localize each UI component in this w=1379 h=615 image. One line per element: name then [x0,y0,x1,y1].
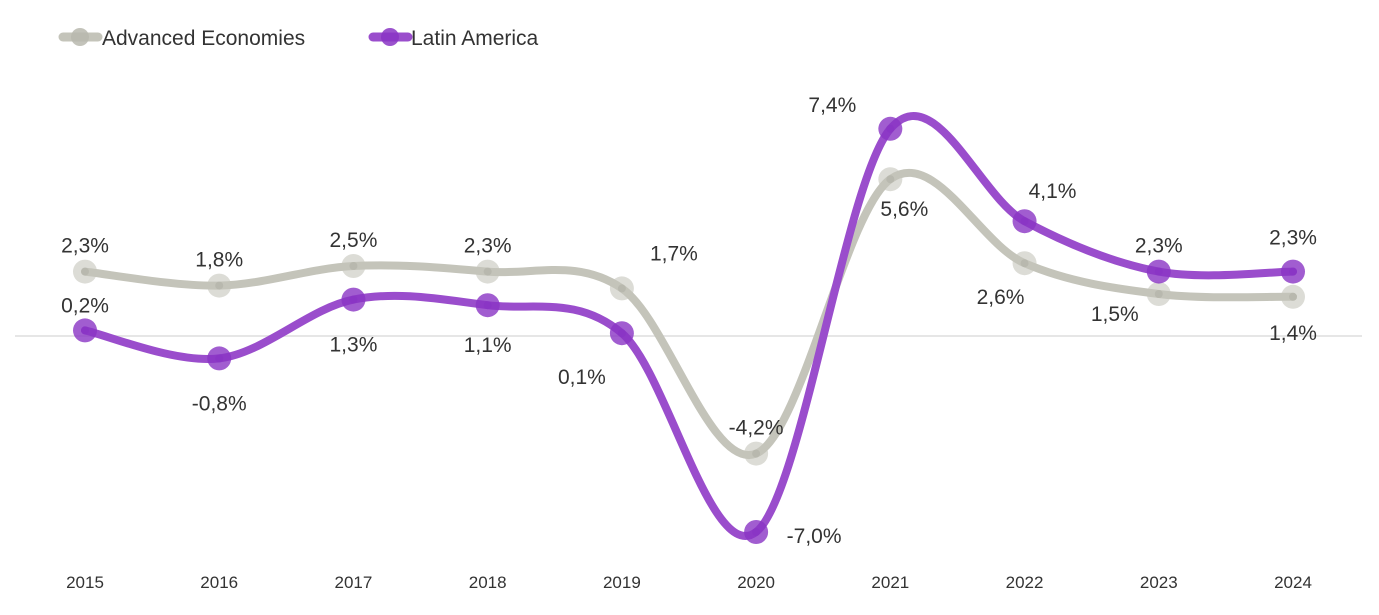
data-point-center [349,295,358,304]
data-label: -4,2% [729,417,784,440]
data-label: 1,8% [195,249,243,272]
data-point-center [1020,217,1029,226]
x-tick-label: 2015 [66,573,104,592]
x-tick-label: 2020 [737,573,775,592]
data-point-center [81,326,89,335]
data-point-center [1289,267,1297,276]
data-label: 2,5% [330,229,378,252]
data-label: 2,6% [977,286,1025,309]
data-label: 2,3% [1269,227,1317,250]
data-point-center [1289,292,1297,301]
legend-marker-icon [381,28,399,46]
x-tick-label: 2018 [469,573,507,592]
legend-label: Latin America [411,27,539,50]
data-label: 4,1% [1029,180,1077,203]
legend: Advanced Economies Latin America [58,27,539,50]
data-point-center [483,301,492,310]
data-point-center [1154,267,1163,276]
data-point-center [886,124,895,133]
data-label: 1,4% [1269,322,1317,345]
data-label: 1,1% [464,334,512,357]
data-label: 1,7% [650,242,698,265]
data-point-center [215,281,224,290]
data-label: 5,6% [880,198,928,221]
data-label: 2,3% [61,235,109,258]
data-label: -7,0% [787,525,842,548]
data-label: 7,4% [808,94,856,117]
x-tick-label: 2019 [603,573,641,592]
data-label: 2,3% [1135,235,1183,258]
x-tick-label: 2017 [335,573,373,592]
x-tick-label: 2022 [1006,573,1044,592]
data-label: 2,3% [464,235,512,258]
data-point-center [617,329,626,338]
series-line-1 [81,112,1297,540]
data-point-center [617,284,626,293]
data-point-center [349,262,358,270]
data-point-center [1020,259,1029,268]
legend-item-advanced-economies[interactable]: Advanced Economies [58,27,305,50]
data-point-center [886,175,895,184]
data-label: 0,2% [61,294,109,317]
data-point-center [752,528,761,536]
data-label: 1,5% [1091,303,1139,326]
series-line-0 [81,168,1297,460]
x-tick-label: 2024 [1274,573,1312,592]
legend-item-latin-america[interactable]: Latin America [368,27,539,50]
x-tick-label: 2021 [871,573,909,592]
x-tick-label: 2016 [200,573,238,592]
data-label: 1,3% [330,334,378,357]
data-point-center [483,267,492,276]
legend-label: Advanced Economies [102,27,305,50]
x-tick-label: 2023 [1140,573,1178,592]
data-point-center [1154,290,1163,298]
legend-marker-icon [71,28,89,46]
data-point-center [752,449,761,458]
data-label: 0,1% [558,366,606,389]
data-label: -0,8% [192,392,247,415]
data-point-center [215,354,224,363]
data-point-center [81,267,89,276]
